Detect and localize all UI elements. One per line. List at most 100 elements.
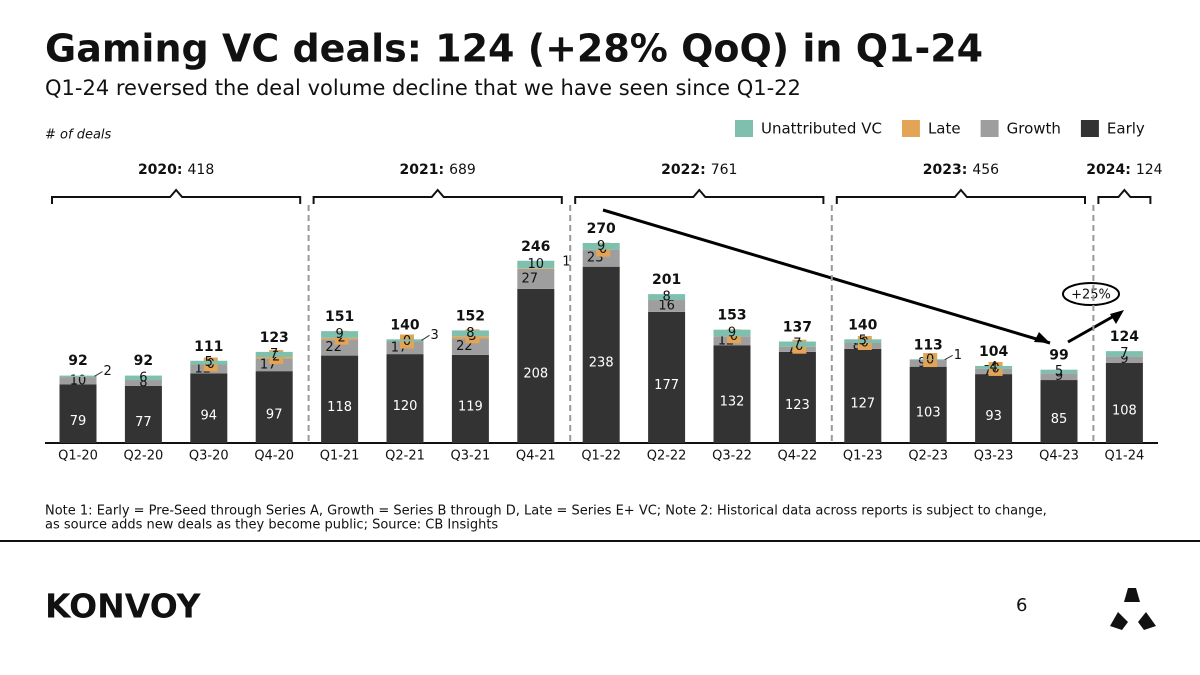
total-label: 201 bbox=[652, 272, 681, 288]
legend-label: Growth bbox=[1007, 120, 1061, 138]
legend-swatch bbox=[1080, 120, 1099, 137]
data-label: 238 bbox=[589, 355, 614, 370]
year-bracket bbox=[51, 188, 302, 204]
data-label: 9 bbox=[1120, 352, 1128, 367]
bar-segment bbox=[778, 351, 816, 443]
total-label: 140 bbox=[390, 317, 419, 333]
bar-segment bbox=[255, 358, 293, 372]
total-label: 140 bbox=[848, 317, 877, 333]
x-tick-label: Q1-20 bbox=[58, 449, 98, 464]
x-tick-label: Q3-21 bbox=[451, 449, 491, 464]
bar-segment bbox=[124, 375, 162, 381]
x-tick-label: Q1-23 bbox=[843, 449, 883, 464]
x-tick-label: Q3-22 bbox=[712, 449, 752, 464]
x-tick-label: Q1-22 bbox=[581, 449, 621, 464]
total-label: 270 bbox=[587, 221, 616, 237]
logo bbox=[1110, 588, 1156, 630]
year-label: 2021: 689 bbox=[400, 162, 476, 178]
data-label: 9 bbox=[728, 326, 736, 341]
data-label: 0 bbox=[599, 242, 607, 257]
brand: KONVOY bbox=[45, 587, 202, 626]
bar-segment bbox=[190, 360, 228, 365]
year-bracket bbox=[574, 188, 825, 204]
bar-segment bbox=[713, 345, 751, 443]
leader bbox=[421, 334, 430, 341]
year-label: 2022: 761 bbox=[661, 162, 737, 178]
data-label: 5 bbox=[1055, 364, 1063, 379]
bar-segment bbox=[1040, 380, 1078, 443]
bar-segment bbox=[844, 348, 882, 443]
subtitle: Q1-24 reversed the deal volume decline t… bbox=[45, 76, 801, 100]
data-label: 97 bbox=[266, 408, 283, 423]
total-label: 111 bbox=[194, 339, 223, 355]
data-label: 5 bbox=[205, 355, 213, 370]
data-label: 119 bbox=[458, 399, 483, 414]
total-label: 152 bbox=[456, 308, 485, 324]
data-label: 8 bbox=[466, 326, 474, 341]
bar-segment bbox=[778, 341, 816, 347]
page-number: 6 bbox=[1016, 595, 1027, 616]
bar-segment bbox=[517, 260, 555, 269]
axis-label: # of deals bbox=[45, 128, 112, 143]
year-bracket bbox=[312, 188, 563, 204]
annotation-bubble bbox=[1062, 282, 1120, 306]
note: as source adds new deals as they become … bbox=[45, 518, 498, 533]
year-total: 418 bbox=[188, 162, 215, 178]
data-label: 132 bbox=[720, 395, 745, 410]
bar-segment bbox=[909, 366, 947, 443]
bar-segment bbox=[582, 249, 620, 267]
legend-label: Early bbox=[1107, 120, 1145, 138]
bar-segment bbox=[124, 380, 162, 386]
bar-segment bbox=[321, 331, 359, 338]
year-bracket bbox=[1097, 188, 1152, 204]
legend-swatch bbox=[735, 120, 753, 137]
data-label: 108 bbox=[1112, 404, 1137, 419]
bar-segment bbox=[648, 300, 686, 312]
data-label: 77 bbox=[135, 415, 152, 430]
arrow-head bbox=[1110, 310, 1124, 324]
data-label: 27 bbox=[522, 271, 539, 286]
bar-segment bbox=[255, 351, 293, 358]
x-tick-label: Q4-20 bbox=[254, 449, 294, 464]
data-label: 103 bbox=[916, 405, 941, 420]
data-label: 94 bbox=[201, 409, 218, 424]
year-total: 124 bbox=[1136, 162, 1163, 178]
x-tick-label: Q4-22 bbox=[778, 449, 818, 464]
bar-segment bbox=[451, 354, 489, 443]
data-label: 123 bbox=[785, 398, 810, 413]
total-label: 104 bbox=[979, 344, 1008, 360]
x-tick-label: Q4-23 bbox=[1039, 449, 1079, 464]
year-label: 2024: 124 bbox=[1086, 162, 1162, 178]
annotation: +25% bbox=[1071, 288, 1111, 303]
legend-label: Unattributed VC bbox=[761, 120, 882, 138]
bar-segment bbox=[321, 339, 359, 356]
bar-segment bbox=[582, 266, 620, 443]
data-label: 9 bbox=[1055, 369, 1063, 384]
year: 2024: bbox=[1086, 162, 1131, 178]
bar-segment bbox=[59, 384, 97, 443]
bar-segment bbox=[255, 371, 293, 443]
year-label: 2023: 456 bbox=[923, 162, 999, 178]
data-label: 7 bbox=[1120, 346, 1128, 361]
total-label: 99 bbox=[1049, 348, 1068, 364]
data-label: 1 bbox=[954, 348, 962, 363]
legend-swatch bbox=[901, 120, 920, 137]
data-label: 0 bbox=[991, 361, 999, 376]
data-label: 7 bbox=[787, 342, 795, 357]
data-label: 118 bbox=[327, 400, 352, 415]
data-label: 10 bbox=[70, 373, 87, 388]
data-label: 1 bbox=[562, 255, 570, 270]
bar-segment bbox=[975, 374, 1013, 443]
data-label: 7 bbox=[983, 364, 991, 379]
data-label: 8 bbox=[139, 376, 147, 391]
x-tick-label: Q2-20 bbox=[124, 449, 164, 464]
total-label: 92 bbox=[68, 353, 87, 369]
trend-arrow bbox=[602, 208, 1051, 345]
total-label: 124 bbox=[1110, 329, 1139, 345]
x-tick-label: Q3-23 bbox=[974, 449, 1014, 464]
data-label: 85 bbox=[1051, 412, 1068, 427]
legend-label: Late bbox=[928, 120, 961, 138]
leader bbox=[944, 354, 953, 361]
bar-segment bbox=[713, 329, 751, 337]
